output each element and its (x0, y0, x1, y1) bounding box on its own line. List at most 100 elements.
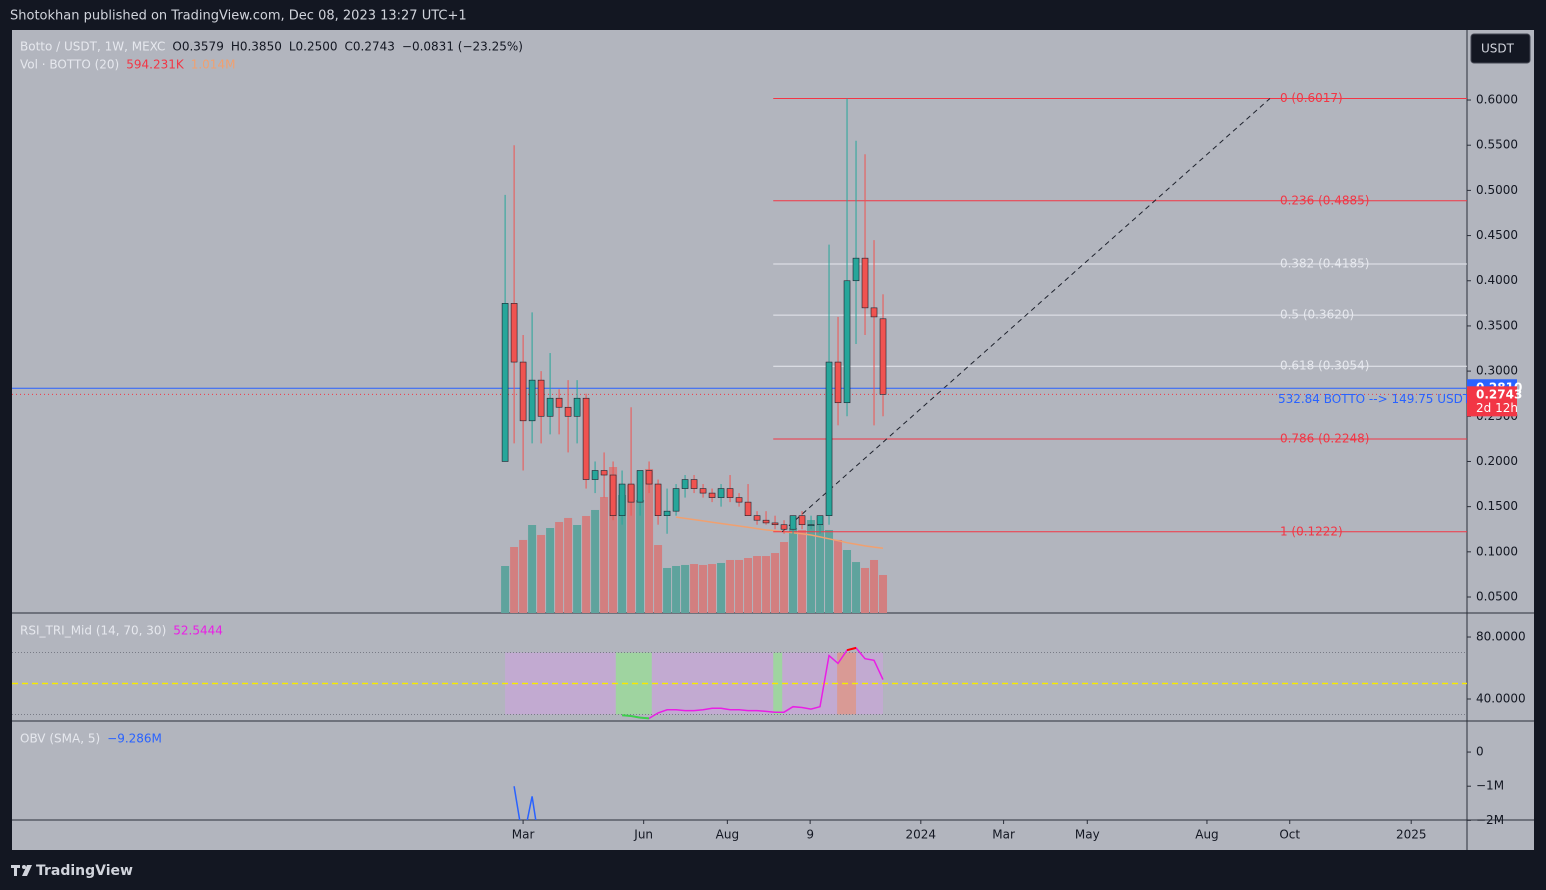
header-text: Shotokhan published on TradingView.com, … (10, 9, 467, 24)
volume-bar (591, 509, 600, 613)
candle-body (762, 519, 770, 524)
currency-button[interactable] (1470, 33, 1531, 64)
volume-bar (771, 553, 780, 613)
candle-body (672, 488, 680, 512)
volume-bar (699, 564, 708, 613)
fib-label: 1 (0.1222) (1280, 524, 1343, 538)
currency-button-label[interactable]: USDT (1481, 42, 1515, 56)
rsi-oversold-segment (639, 716, 650, 720)
volume-bar (834, 539, 843, 613)
price-label-box (1467, 386, 1517, 417)
x-tick-label: Aug (1195, 828, 1218, 842)
candle-body (519, 361, 527, 422)
volume-bar (654, 545, 663, 613)
volume-bar (861, 567, 870, 613)
volume-bar (537, 534, 546, 613)
fib-label: 0.618 (0.3054) (1280, 359, 1370, 373)
volume-bar (780, 542, 789, 613)
candle-body (555, 397, 563, 408)
x-tick-label: 9 (806, 828, 814, 842)
y-tick-label: 0.6000 (1476, 93, 1518, 107)
candle-body (627, 483, 635, 503)
legend-text: 52.5444 (173, 624, 223, 638)
candle-body (879, 318, 887, 395)
y-tick-label: 0.0500 (1476, 590, 1518, 604)
x-tick-label: Jun (633, 828, 653, 842)
candle-body (735, 497, 743, 503)
candle-body (834, 361, 842, 404)
legend-text: H0.3850 (231, 40, 282, 54)
volume-bar (528, 525, 537, 613)
rsi-line (622, 647, 884, 720)
volume-bar (681, 564, 690, 613)
candle-body (573, 397, 581, 417)
volume-bar (735, 559, 744, 613)
volume-bar (690, 564, 699, 613)
candle-body (852, 257, 860, 282)
volume-bar (546, 528, 555, 613)
x-tick-label: 2024 (906, 828, 937, 842)
y-tick-label: 0.3000 (1476, 364, 1518, 378)
volume-bar (798, 529, 807, 613)
x-tick-label: 2025 (1396, 828, 1427, 842)
candle-body (528, 379, 536, 422)
volume-bar (852, 562, 861, 613)
x-tick-label: Mar (992, 828, 1015, 842)
y-tick-label: 0.1500 (1476, 499, 1518, 513)
volume-bar (753, 556, 762, 613)
volume-bar (663, 567, 672, 613)
candle-body (663, 510, 671, 516)
candle-body (861, 257, 869, 309)
candle-body (654, 483, 662, 516)
legend-text: OBV (SMA, 5) (20, 732, 100, 746)
candle-body (618, 483, 626, 516)
volume-bar (672, 565, 681, 613)
candle-body (753, 515, 761, 521)
volume-bar (582, 515, 591, 613)
y-tick-label: 40.0000 (1476, 691, 1526, 705)
legend-text: RSI_TRI_Mid (14, 70, 30) (20, 624, 166, 638)
candle-body (780, 524, 788, 530)
volume-layer (501, 467, 888, 613)
volume-bar (555, 521, 564, 613)
volume-bar (564, 517, 573, 613)
x-tick-label: Aug (716, 828, 739, 842)
candle-body (600, 470, 608, 476)
y-tick-label: 0.5000 (1476, 183, 1518, 197)
volume-bar (789, 528, 798, 613)
y-tick-label: 0.3500 (1476, 318, 1518, 332)
obv-line (513, 786, 537, 820)
volume-bar (762, 556, 771, 613)
candle-body (717, 488, 725, 498)
candle-body (645, 470, 653, 485)
legend-text: 594.231K (126, 58, 185, 72)
candle-body (690, 479, 698, 489)
candle-body (816, 515, 824, 526)
rsi-overbought-segment (846, 646, 857, 652)
volume-bar (816, 525, 825, 613)
fib-label: 0.382 (0.4185) (1280, 257, 1370, 271)
y-tick-label: 0.1000 (1476, 544, 1518, 558)
footer-logo (11, 865, 32, 876)
y-tick-label: 0.5500 (1476, 138, 1518, 152)
volume-bar (519, 539, 528, 613)
x-tick-label: Oct (1279, 828, 1300, 842)
price-label-countdown: 2d 12h (1476, 401, 1518, 415)
candle-body (537, 379, 545, 417)
volume-bar (843, 550, 852, 613)
volume-bar (510, 547, 519, 613)
candle-body (591, 470, 599, 480)
candle-body (744, 501, 752, 516)
candle-body (681, 479, 689, 489)
legend-text: L0.2500 (289, 40, 338, 54)
price-label: 0.2743 (1476, 387, 1522, 401)
volume-bar (573, 525, 582, 613)
legend-text: 1.014M (191, 58, 236, 72)
legend-text: O0.3579 (172, 40, 223, 54)
candle-body (789, 515, 797, 530)
volume-bar (645, 468, 654, 613)
volume-bar (870, 559, 879, 613)
trend-line (781, 98, 1271, 533)
